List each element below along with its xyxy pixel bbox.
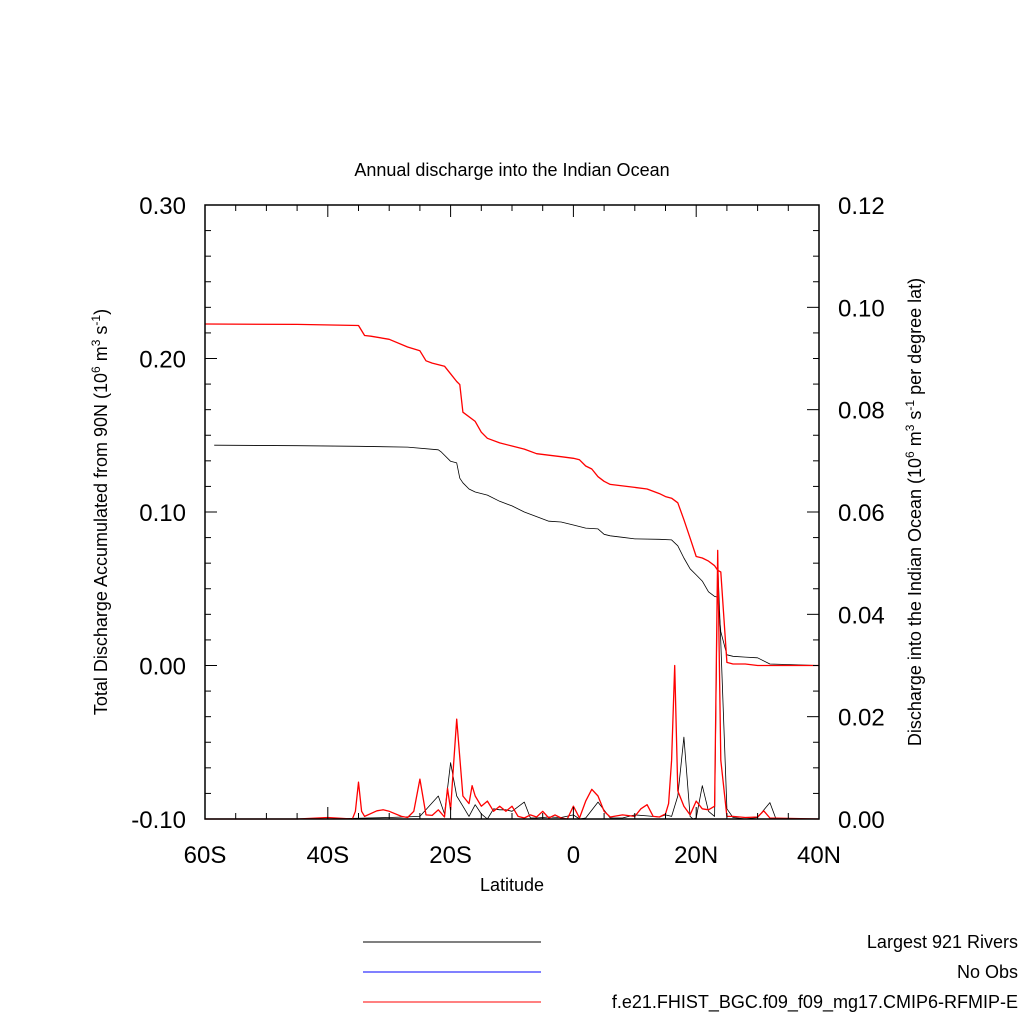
x-tick-label: 20N [674, 842, 718, 869]
series-line-right-3 [205, 549, 820, 820]
y-right-tick-label: 0.08 [838, 398, 885, 425]
legend-label: No Obs [957, 962, 1018, 982]
y-left-tick-label: 0.20 [139, 347, 186, 374]
axis-tick-labels: 60S 40S 20S 0 20N 40N -0.10 0.00 0.10 0.20 0.30 0.0… [131, 193, 884, 869]
chart-title: Annual discharge into the Indian Ocean [354, 160, 669, 180]
x-tick-label: 60S [184, 842, 227, 869]
legend-label: Largest 921 Rivers [867, 932, 1018, 952]
x-tick-label: 40N [797, 842, 841, 869]
y-left-tick-label: 0.00 [139, 654, 186, 681]
x-axis-label: Latitude [480, 875, 544, 895]
y-left-tick-label: 0.10 [139, 500, 186, 527]
x-tick-label: 0 [567, 842, 580, 869]
y-axis-right-label: Discharge into the Indian Ocean (106 m3 … [903, 278, 925, 746]
y-right-tick-label: 0.00 [838, 807, 885, 834]
plot-lines [204, 323, 820, 820]
y-right-tick-label: 0.12 [838, 193, 885, 220]
y-axis-left-label: Total Discharge Accumulated from 90N (10… [89, 309, 111, 715]
legend-label: f.e21.FHIST_BGC.f09_f09_mg17.CMIP6-RFMIP… [612, 992, 1018, 1013]
x-tick-label: 40S [306, 842, 349, 869]
y-right-tick-label: 0.04 [838, 602, 885, 629]
y-right-tick-label: 0.10 [838, 295, 885, 322]
plot-frame [204, 204, 820, 820]
y-right-tick-label: 0.02 [838, 705, 885, 732]
y-left-tick-label: -0.10 [131, 807, 186, 834]
series-line-right-2 [205, 562, 777, 820]
y-right-tick-label: 0.06 [838, 500, 885, 527]
legend: Largest 921 Rivers No Obs f.e21.FHIST_BGC.… [363, 932, 1018, 1013]
series-line-left-0 [214, 444, 820, 666]
axis-ticks [204, 204, 820, 820]
y-left-tick-label: 0.30 [139, 193, 186, 220]
series-line-left-1 [204, 323, 819, 667]
x-tick-label: 20S [429, 842, 472, 869]
